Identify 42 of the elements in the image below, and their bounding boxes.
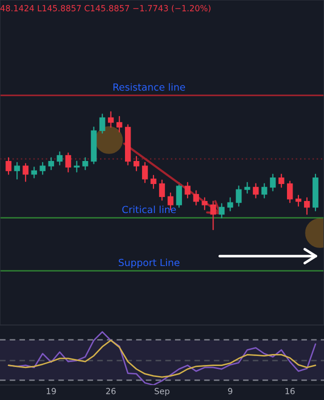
candlestick	[218, 203, 225, 218]
candlestick	[261, 183, 268, 198]
ref-line-label: Support Line	[118, 258, 180, 268]
candlestick	[286, 180, 293, 204]
candlestick	[14, 162, 20, 180]
candlestick	[184, 182, 190, 198]
candlestick	[56, 151, 63, 166]
ref-line-label: Resistance line	[113, 83, 186, 91]
x-tick-label: 26	[106, 388, 116, 394]
candlestick	[296, 194, 302, 207]
candlestick	[159, 180, 165, 201]
candlestick	[227, 197, 234, 212]
candlestick	[176, 182, 182, 208]
candlestick	[22, 163, 28, 182]
x-tick-label: Sep	[154, 388, 170, 396]
candlestick	[270, 174, 276, 192]
candlestick	[65, 152, 72, 172]
candlestick	[244, 182, 250, 194]
x-tick-label: 19	[46, 388, 56, 394]
candlestick	[202, 197, 208, 210]
text: 48.1424 L145.8857 C145.8857 −1.7743 (−1.20%)	[0, 4, 210, 12]
candlestick	[99, 114, 106, 134]
candlestick	[142, 162, 148, 184]
candlestick	[82, 157, 88, 170]
candlestick	[31, 166, 38, 178]
candlestick	[116, 116, 122, 132]
candlestick	[134, 156, 140, 172]
candlestick	[6, 157, 12, 175]
candlestick	[252, 183, 259, 198]
x-tick-label: 9	[228, 388, 232, 394]
x-tick-label: 16	[286, 388, 295, 394]
candlestick	[278, 174, 284, 188]
candlestick	[236, 185, 242, 207]
candlestick	[193, 190, 200, 206]
candlestick	[48, 157, 54, 170]
candlestick	[150, 174, 156, 189]
candlestick	[210, 200, 216, 230]
candlestick	[40, 162, 46, 175]
candlestick	[304, 197, 310, 215]
ref-line-label: Critical line	[122, 206, 176, 214]
candlestick	[74, 160, 80, 172]
candlestick	[108, 111, 114, 128]
